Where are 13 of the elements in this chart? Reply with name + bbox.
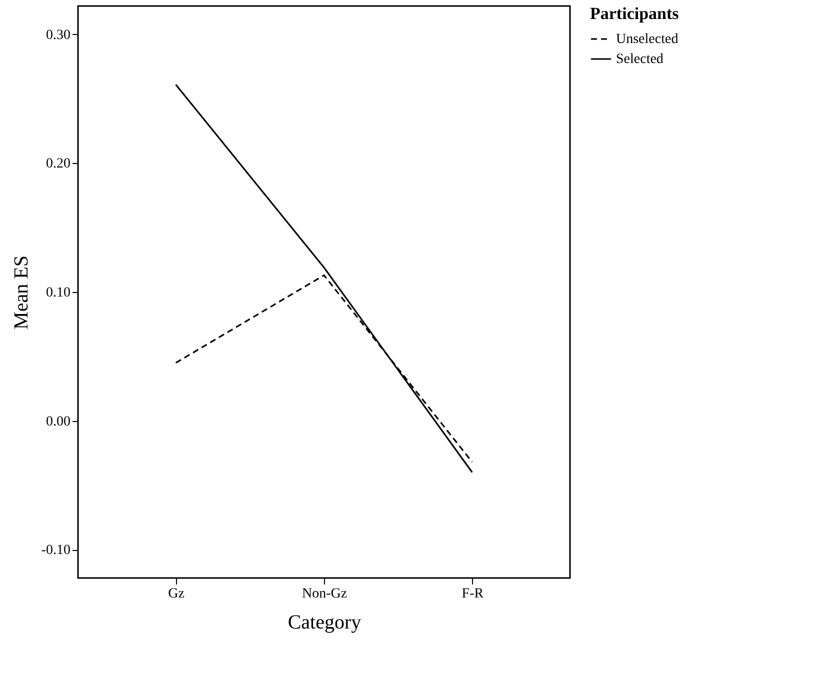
x-tick-label: F-R	[462, 586, 484, 602]
x-tick-label: Gz	[168, 586, 184, 602]
x-axis-title: Category	[288, 612, 362, 634]
legend-label: Unselected	[616, 32, 678, 47]
y-tick-label: 0.20	[46, 156, 70, 172]
y-tick-label: 0.30	[46, 28, 70, 43]
legend-title: Participants	[590, 4, 680, 23]
x-tick-label: Non-Gz	[302, 586, 348, 602]
y-tick-label: 0.00	[46, 414, 70, 430]
legend-label: Selected	[616, 52, 664, 67]
y-axis-title: Mean ES	[10, 256, 32, 330]
y-tick-label: 0.10	[46, 286, 70, 300]
y-tick-label: -0.10	[41, 543, 70, 558]
